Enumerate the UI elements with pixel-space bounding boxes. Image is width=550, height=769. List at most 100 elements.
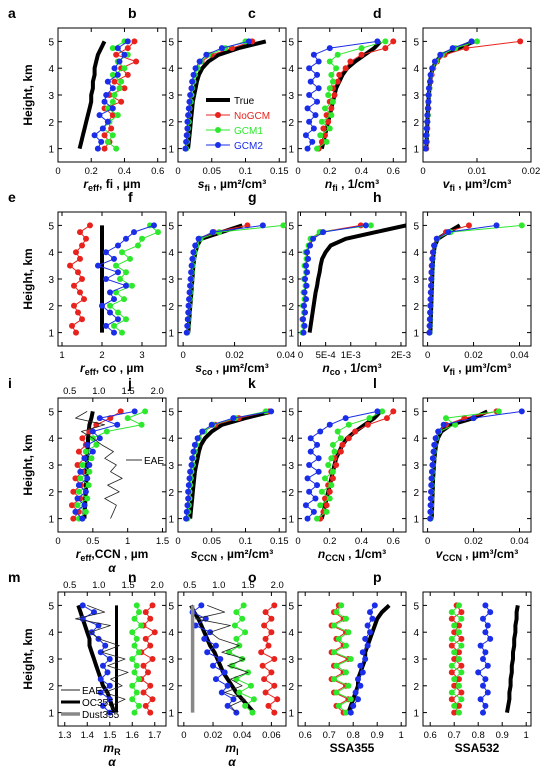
data-point-gcm2	[95, 622, 102, 629]
data-point-gcm1	[240, 602, 247, 609]
x-tick-label: 0	[298, 350, 303, 361]
data-point-gcm1	[314, 515, 321, 522]
y-tick-label: 3	[288, 91, 294, 102]
data-point-gcm2	[97, 649, 104, 656]
x-axis-label: reff, co , µm	[80, 361, 144, 377]
data-point-gcm1	[328, 112, 335, 119]
panel-letter: l	[373, 375, 377, 391]
panel-letter: n	[128, 569, 137, 585]
data-point-gcm1	[329, 441, 336, 448]
data-point-gcm2	[482, 702, 489, 709]
data-point-nogcm	[339, 441, 346, 448]
series-group	[302, 38, 397, 152]
y-tick-label: 3	[48, 461, 54, 472]
data-point-gcm1	[328, 71, 335, 78]
data-point-nogcm	[131, 38, 138, 45]
x-tick-label: 0	[295, 166, 300, 177]
y-tick-label: 3	[48, 91, 54, 102]
series-line-true	[188, 409, 273, 519]
data-point-nogcm	[265, 702, 272, 709]
data-point-gcm1	[382, 38, 389, 45]
data-point-gcm2	[187, 92, 194, 98]
x-tick-label: 0	[55, 536, 60, 547]
data-point-gcm2	[189, 78, 196, 85]
top-tick-label: 0.5	[63, 580, 76, 591]
series-group	[182, 38, 267, 152]
series-group	[77, 38, 140, 152]
data-point-gcm2	[429, 455, 436, 462]
panel-n: n 1 2 3 4 5 0 0.02 0.04 0.06 mI 0.5 1.0 1.5 2.0 α	[128, 569, 287, 769]
panel-letter: a	[8, 5, 16, 21]
x-axis-label: sco , µm²/cm³	[195, 361, 268, 377]
series-line-eae	[75, 411, 123, 519]
y-tick-label: 4	[288, 248, 294, 259]
panel-letter: c	[248, 5, 256, 21]
panel-letter: f	[128, 189, 133, 205]
panel-m: m 1 2 3 4 5 Height, km 1.3 1.4 1.5 1.6 1.7 mR 0.5 1.0 1…	[8, 569, 167, 769]
data-point-gcm1	[123, 316, 129, 323]
data-point-gcm2	[103, 322, 109, 329]
series-group	[299, 222, 406, 336]
data-point-gcm2	[423, 125, 430, 132]
legend-label: NoGCM	[234, 111, 270, 122]
y-tick-label: 5	[168, 37, 174, 48]
data-point-nogcm	[117, 408, 124, 415]
x-axis-label: SSA355	[330, 741, 375, 755]
data-point-gcm2	[362, 222, 369, 229]
data-point-gcm2	[203, 51, 210, 58]
y-tick-label: 4	[48, 248, 54, 259]
y-tick-label: 5	[48, 37, 54, 48]
x-tick-label: 1.4	[81, 730, 94, 741]
data-point-gcm2	[359, 649, 366, 656]
data-point-gcm1	[82, 448, 89, 455]
data-point-nogcm	[79, 242, 85, 249]
data-point-nogcm	[451, 629, 458, 636]
data-point-gcm2	[425, 92, 432, 98]
data-point-gcm2	[245, 38, 252, 45]
data-point-gcm2	[310, 235, 317, 242]
y-tick-label: 2	[168, 118, 174, 129]
data-point-nogcm	[67, 262, 73, 269]
x-tick-label: 1.7	[148, 730, 161, 741]
y-tick-label: 2	[168, 488, 174, 499]
x-tick-label: 0.01	[468, 166, 487, 177]
data-point-gcm2	[424, 105, 431, 112]
x-axis-label: nfi , 1/cm³	[325, 177, 379, 193]
y-tick-label: 1	[288, 329, 294, 340]
y-tick-label: 3	[48, 275, 54, 286]
data-point-gcm1	[347, 656, 354, 662]
data-point-nogcm	[75, 448, 82, 455]
data-point-nogcm	[390, 38, 397, 45]
data-point-gcm1	[456, 682, 462, 689]
data-point-gcm2	[224, 682, 231, 689]
main-legend: True NoGCM GCM1 GCM2	[206, 96, 270, 152]
x-axis-label: vCCN , µm³/cm³	[436, 547, 518, 563]
y-tick-label: 1	[413, 145, 419, 156]
x-tick-label: 0.8	[472, 730, 485, 741]
data-point-nogcm	[73, 329, 79, 336]
data-point-gcm1	[115, 309, 121, 316]
panel-letter: k	[248, 375, 256, 391]
data-point-gcm1	[109, 98, 116, 105]
data-point-gcm2	[427, 309, 434, 316]
data-point-gcm2	[315, 468, 322, 475]
top-tick-label: 2.0	[271, 580, 284, 591]
data-point-gcm1	[116, 85, 123, 92]
data-point-gcm2	[185, 302, 192, 309]
data-point-gcm1	[216, 229, 223, 236]
data-point-gcm1	[84, 495, 91, 502]
data-point-gcm2	[107, 289, 113, 296]
series-group	[427, 408, 525, 522]
y-tick-label: 3	[288, 275, 294, 286]
y-tick-label: 4	[288, 434, 294, 445]
data-point-gcm1	[117, 276, 123, 282]
data-point-nogcm	[147, 642, 154, 649]
data-point-gcm1	[366, 415, 373, 422]
panel-b: b 1 2 3 4 5 0 0.05 0.1 0.15 sfi , µm²/cm³	[128, 5, 289, 193]
data-point-gcm2	[187, 468, 194, 475]
data-point-gcm2	[312, 112, 319, 119]
data-point-gcm1	[135, 242, 141, 249]
data-point-gcm2	[427, 508, 434, 515]
data-point-gcm2	[350, 702, 357, 709]
alpha-axis-label: α	[228, 755, 236, 769]
